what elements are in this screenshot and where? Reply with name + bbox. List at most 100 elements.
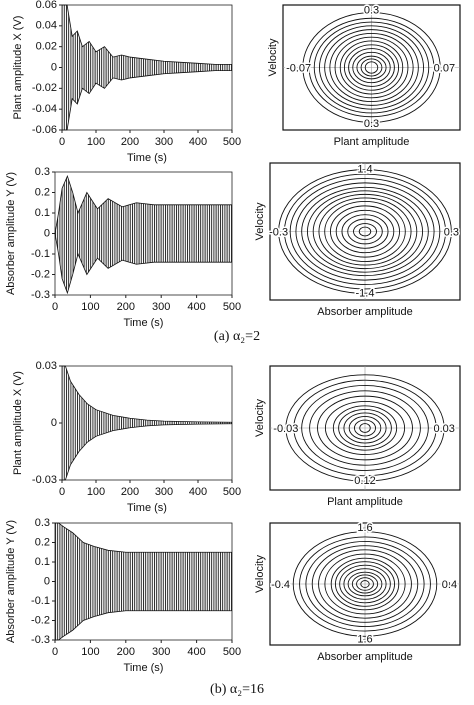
y-tick-label: -0.04: [32, 103, 57, 115]
y-axis-label: Velocity: [267, 38, 279, 76]
orbit: [332, 405, 398, 451]
lower-envelope: [62, 70, 232, 131]
upper-envelope: [62, 365, 233, 423]
y-tick-label: -0.1: [31, 248, 50, 260]
x-tick-label: 200: [121, 486, 139, 498]
y-tick-label: 0.1: [35, 556, 50, 568]
y-tick-label: 0: [51, 417, 57, 429]
y-tick-label: 0.2: [35, 536, 50, 548]
orbit: [306, 190, 424, 273]
x-tick-label: 0.3: [444, 226, 459, 238]
y-tick-label: 0.3: [35, 166, 50, 178]
x-axis-label: Time (s): [124, 317, 164, 329]
orbit: [359, 423, 371, 433]
y-axis-label: Velocity: [254, 202, 266, 240]
orbit: [292, 531, 438, 637]
y-tick-label: -0.3: [31, 289, 50, 301]
orbit: [289, 178, 441, 285]
orbit: [343, 568, 387, 600]
orbit: [339, 564, 391, 604]
orbit: [334, 36, 409, 99]
y-tick-label: 0.12: [354, 475, 375, 487]
x-tick-label: 400: [189, 136, 207, 148]
orbit: [329, 32, 414, 103]
orbit: [358, 226, 372, 237]
x-axis-label: Absorber amplitude: [317, 651, 412, 663]
y-tick-label: 0: [51, 61, 57, 73]
y-axis-label: Plant amplitude X (V): [12, 16, 24, 120]
x-tick-label: -0.4: [271, 579, 290, 591]
y-axis-label: Velocity: [254, 555, 266, 593]
caption: (a) α₂=2: [214, 329, 260, 344]
x-tick-label: 500: [223, 301, 241, 313]
y-tick-label: -0.1: [31, 595, 50, 607]
orbit: [283, 173, 447, 290]
y-tick-label: 0.03: [36, 360, 57, 372]
lower-envelope: [55, 610, 232, 641]
x-tick-label: 0: [59, 486, 65, 498]
y-axis-label: Velocity: [254, 399, 266, 437]
x-tick-label: 200: [121, 136, 139, 148]
orbit: [302, 12, 441, 123]
orbit: [360, 58, 383, 77]
orbit: [313, 21, 430, 114]
orbit: [308, 17, 435, 118]
x-axis-label: Time (s): [127, 152, 167, 164]
lower-envelope: [54, 233, 232, 295]
y-tick-label: 0: [44, 575, 50, 587]
x-tick-label: 300: [152, 301, 170, 313]
y-tick-label: 0.2: [35, 186, 50, 198]
orbit: [311, 545, 419, 623]
orbit: [353, 223, 377, 240]
y-tick-label: 1.6: [357, 634, 372, 646]
orbit: [348, 48, 395, 87]
x-tick-label: 200: [117, 301, 135, 313]
oscillation-band: [55, 176, 232, 293]
orbit: [356, 55, 387, 80]
orbit: [330, 205, 400, 258]
orbit: [343, 44, 400, 91]
orbit: [352, 51, 391, 84]
oscillation-band: [62, 366, 232, 480]
orbit: [330, 557, 400, 611]
x-tick-label: 100: [87, 136, 105, 148]
x-tick-label: 400: [189, 486, 207, 498]
orbit: [318, 549, 412, 619]
lower-envelope: [62, 423, 233, 481]
y-tick-label: -0.2: [31, 614, 50, 626]
y-tick-label: 0.3: [364, 5, 379, 17]
orbit: [347, 218, 383, 245]
x-axis-label: Plant amplitude: [334, 136, 410, 148]
x-tick-label: -0.03: [273, 423, 298, 435]
caption: (b) α₂=16: [210, 682, 264, 697]
oscillation-band: [62, 5, 232, 130]
orbit: [301, 186, 429, 277]
orbit: [309, 390, 421, 466]
x-tick-label: 0: [59, 136, 65, 148]
x-tick-label: 100: [87, 486, 105, 498]
orbit: [324, 400, 406, 456]
upper-envelope: [62, 4, 232, 65]
y-tick-label: 1.4: [357, 164, 372, 176]
y-tick-label: -1.4: [356, 287, 375, 299]
x-tick-label: 500: [223, 136, 241, 148]
orbit: [351, 574, 379, 594]
upper-envelope: [54, 174, 232, 234]
y-tick-label: -0.3: [31, 634, 50, 646]
orbit: [338, 408, 392, 448]
x-tick-label: 100: [81, 301, 99, 313]
y-axis-label: Absorber amplitude Y (V): [5, 172, 17, 295]
orbit: [312, 193, 418, 270]
orbit: [324, 553, 406, 615]
orbit: [353, 419, 377, 437]
x-tick-label: 300: [155, 136, 173, 148]
orbit: [317, 395, 413, 461]
y-tick-label: -0.02: [32, 82, 57, 94]
y-tick-label: 0: [44, 227, 50, 239]
x-tick-label: 100: [81, 646, 99, 658]
y-tick-label: -0.2: [31, 268, 50, 280]
x-tick-label: 300: [152, 646, 170, 658]
orbit: [334, 561, 396, 607]
y-tick-label: 0.3: [364, 118, 379, 130]
